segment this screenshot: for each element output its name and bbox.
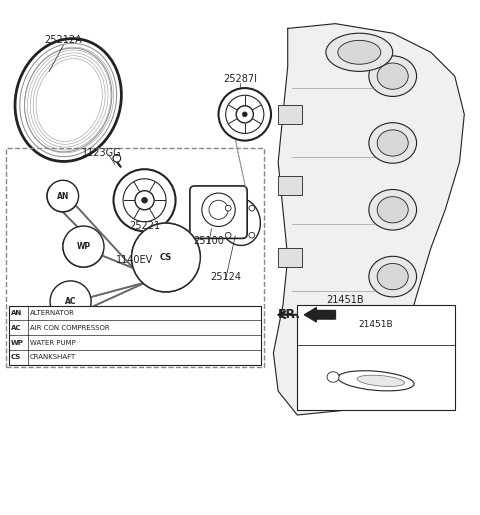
Text: WP: WP [11,340,24,346]
Circle shape [242,112,247,117]
Ellipse shape [220,198,260,246]
Circle shape [123,179,166,222]
Text: 25100: 25100 [193,236,225,246]
Circle shape [225,232,231,238]
Text: AC: AC [65,297,76,306]
Text: 1140EV: 1140EV [116,255,154,265]
Text: ALTERNATOR: ALTERNATOR [30,310,75,316]
Bar [278,248,302,267]
Bar [9,305,262,365]
Text: WP: WP [76,242,91,251]
Polygon shape [274,24,464,415]
Circle shape [249,232,255,238]
Text: 25287I: 25287I [223,74,257,83]
Ellipse shape [327,372,339,382]
Text: 21451B: 21451B [326,296,364,305]
Circle shape [136,241,143,248]
Bar [278,105,302,124]
Ellipse shape [15,39,121,162]
Text: AN: AN [11,310,22,316]
Circle shape [47,180,79,212]
Text: 21451B: 21451B [359,320,393,329]
Ellipse shape [326,33,393,72]
Circle shape [114,169,176,231]
Ellipse shape [338,371,414,391]
Circle shape [249,205,255,211]
Text: CS: CS [160,253,172,262]
Circle shape [142,197,147,203]
Circle shape [218,88,271,141]
Text: WATER PUMP: WATER PUMP [30,340,76,346]
Text: 25124: 25124 [210,271,241,282]
Circle shape [226,95,264,133]
Text: CRANKSHAFT: CRANKSHAFT [30,354,76,360]
Circle shape [236,106,253,123]
Circle shape [202,193,235,227]
Text: FR.: FR. [278,308,301,321]
Text: 25212A: 25212A [45,36,82,45]
FancyBboxPatch shape [190,186,247,238]
Circle shape [50,281,91,322]
Bar [297,305,455,410]
Ellipse shape [377,197,408,223]
Text: 25221: 25221 [129,221,160,231]
Circle shape [113,154,120,162]
Text: 1123GG: 1123GG [82,147,121,158]
Ellipse shape [369,256,417,297]
Text: CS: CS [11,354,21,360]
Text: AN: AN [57,192,69,200]
Bar [6,148,264,367]
Ellipse shape [377,63,408,89]
Text: AC: AC [11,325,22,331]
Ellipse shape [369,190,417,230]
Ellipse shape [357,375,405,386]
Ellipse shape [377,264,408,290]
Ellipse shape [338,40,381,64]
Bar [278,176,302,196]
FancyArrow shape [304,307,336,322]
Circle shape [209,200,228,219]
Circle shape [225,205,231,211]
Ellipse shape [377,130,408,156]
Circle shape [63,226,104,267]
Ellipse shape [369,123,417,163]
Ellipse shape [369,56,417,96]
Text: AIR CON COMPRESSOR: AIR CON COMPRESSOR [30,325,109,331]
Circle shape [135,191,154,210]
Circle shape [132,223,200,292]
